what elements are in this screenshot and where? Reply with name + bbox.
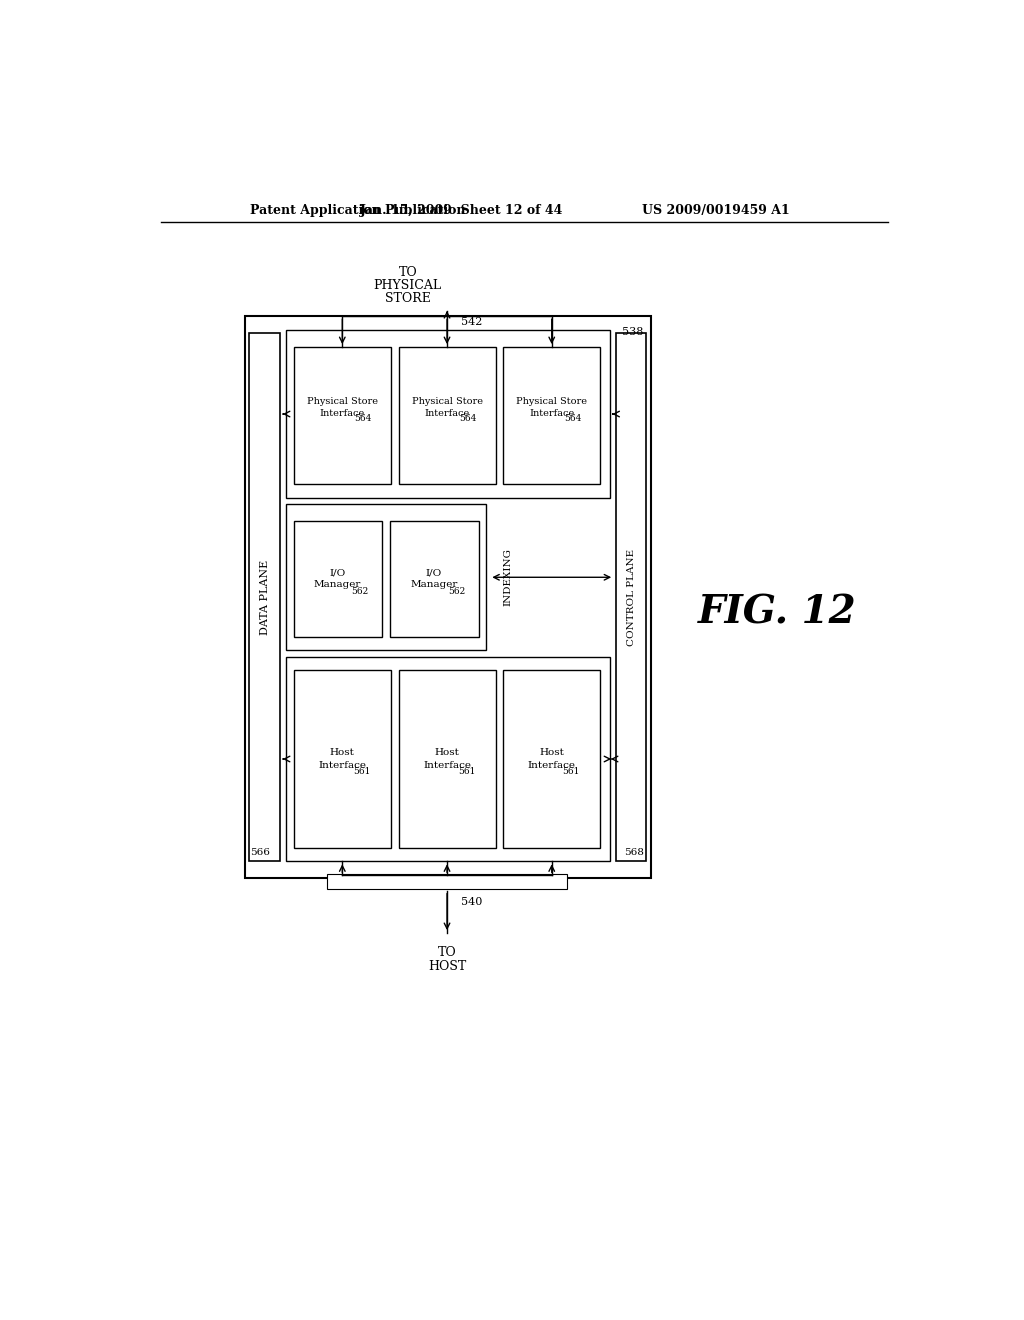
Text: Jan. 15, 2009  Sheet 12 of 44: Jan. 15, 2009 Sheet 12 of 44 [360,205,563,218]
Text: Interface: Interface [527,760,575,770]
Text: Interface: Interface [529,409,574,417]
Bar [294,671,391,847]
Text: Patent Application Publication: Patent Application Publication [250,205,466,218]
Text: Host: Host [434,748,460,758]
Text: Host: Host [330,748,354,758]
Bar [327,874,567,890]
Text: Interface: Interface [319,409,365,417]
Bar [390,521,478,636]
Bar [294,347,391,484]
Text: Manager: Manager [314,581,361,590]
Bar [249,333,280,862]
Text: Manager: Manager [411,581,458,590]
Bar [245,317,651,878]
Bar [286,656,609,862]
Bar [503,671,600,847]
Text: PHYSICAL: PHYSICAL [374,279,441,292]
Text: US 2009/0019459 A1: US 2009/0019459 A1 [642,205,790,218]
Text: 561: 561 [458,767,475,776]
Text: Interface: Interface [318,760,367,770]
Bar [615,333,646,862]
Bar [286,504,486,651]
Text: HOST: HOST [428,960,466,973]
Text: 564: 564 [564,414,582,424]
Text: 542: 542 [461,317,482,327]
Text: 561: 561 [562,767,580,776]
Text: Physical Store: Physical Store [412,397,482,407]
Bar [398,347,496,484]
Text: Interface: Interface [424,409,470,417]
Text: 561: 561 [353,767,371,776]
Text: 562: 562 [351,586,369,595]
Text: 564: 564 [460,414,477,424]
Text: STORE: STORE [385,292,431,305]
Bar [294,521,382,636]
Bar [286,330,609,498]
Text: FIG. 12: FIG. 12 [698,594,857,632]
Text: TO: TO [398,265,417,279]
Text: 566: 566 [250,847,270,857]
Text: Interface: Interface [423,760,471,770]
Text: Physical Store: Physical Store [516,397,587,407]
Text: 568: 568 [625,847,644,857]
Bar [503,347,600,484]
Text: 564: 564 [354,414,372,424]
Text: INDEXING: INDEXING [504,548,512,606]
Text: TO: TO [437,945,457,958]
Bar [398,671,496,847]
Text: CONTROL PLANE: CONTROL PLANE [627,549,636,645]
Text: Host: Host [540,748,564,758]
Text: 562: 562 [447,586,465,595]
Text: I/O: I/O [426,568,442,577]
Text: DATA PLANE: DATA PLANE [259,560,269,635]
Text: 540: 540 [461,898,482,907]
Text: 538: 538 [622,327,643,337]
Text: I/O: I/O [330,568,346,577]
Text: Physical Store: Physical Store [307,397,378,407]
